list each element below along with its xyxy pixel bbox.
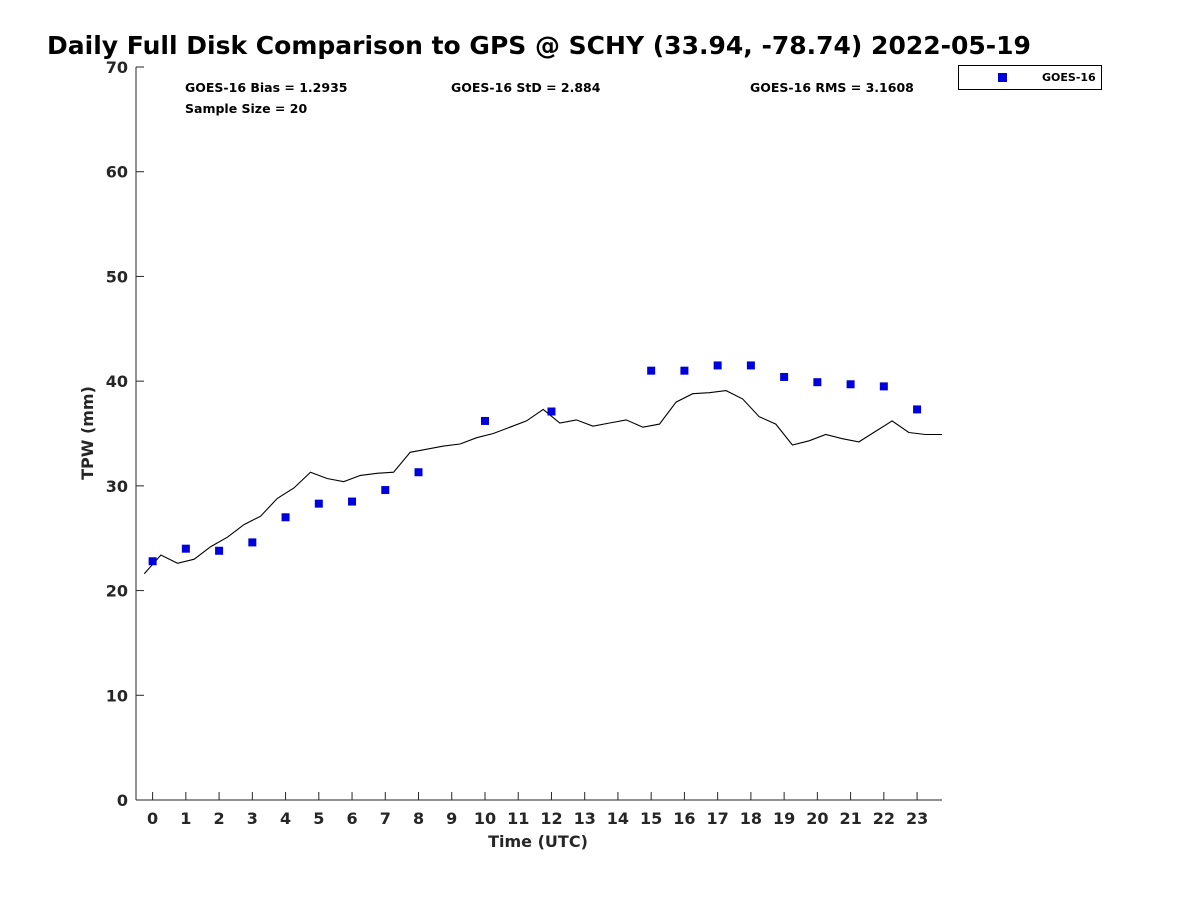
x-ticks: 0 1 2 3 4 5 6 7 8 9 10 11 12 13 14 15 16 17 18 19 20 21 22 23 [147,792,928,828]
y-tick-label: 50 [106,267,128,286]
legend-marker [998,73,1007,82]
x-tick-label: 17 [707,809,729,828]
y-tick-label: 10 [106,686,128,705]
goes16-point [281,513,290,522]
y-tick-label: 40 [106,372,128,391]
goes16-point [846,380,855,389]
goes16-point [181,544,190,553]
goes16-point [248,538,257,547]
y-tick-label: 60 [106,163,128,182]
x-tick-label: 14 [607,809,629,828]
goes16-point [381,486,390,495]
series-line [143,390,942,575]
y-tick-label: 20 [106,582,128,601]
x-tick-label: 6 [346,809,357,828]
goes16-point [913,405,922,414]
x-tick-label: 9 [446,809,457,828]
chart-title: Daily Full Disk Comparison to GPS @ SCHY… [47,31,1031,60]
x-tick-label: 1 [180,809,191,828]
goes16-point [215,546,224,555]
x-tick-label: 21 [839,809,861,828]
stat-bias: GOES-16 Bias = 1.2935 [185,80,347,95]
x-tick-label: 10 [474,809,496,828]
x-tick-label: 2 [214,809,225,828]
legend: GOES-16 [958,65,1102,90]
x-axis-label: Time (UTC) [488,832,588,851]
x-tick-label: 4 [280,809,291,828]
x-tick-label: 11 [507,809,529,828]
y-ticks: 0 10 20 30 40 50 60 70 [106,58,144,810]
x-tick-label: 12 [540,809,562,828]
x-tick-label: 7 [380,809,391,828]
goes16-point [348,497,357,506]
series-layer [143,361,942,575]
goes16-point [746,361,755,370]
goes16-point [647,366,656,375]
x-tick-label: 18 [740,809,762,828]
x-tick-label: 23 [906,809,928,828]
x-tick-label: 5 [313,809,324,828]
goes16-point [414,468,423,477]
x-tick-label: 8 [413,809,424,828]
stat-std: GOES-16 StD = 2.884 [451,80,601,95]
x-tick-label: 13 [574,809,596,828]
goes16-point [480,416,489,425]
plot-area [135,67,942,801]
goes16-point [314,499,323,508]
stat-rms: GOES-16 RMS = 3.1608 [750,80,914,95]
x-tick-label: 0 [147,809,158,828]
x-tick-label: 20 [806,809,828,828]
x-tick-label: 22 [873,809,895,828]
goes16-point [680,366,689,375]
goes16-point [148,557,157,566]
goes16-point [547,407,556,416]
goes16-point [813,378,822,387]
stat-sample-size: Sample Size = 20 [185,101,307,116]
y-tick-label: 0 [117,791,128,810]
legend-label-goes16: GOES-16 [1042,71,1096,84]
goes16-point [780,372,789,381]
x-tick-label: 16 [673,809,695,828]
y-tick-label: 30 [106,477,128,496]
x-tick-label: 15 [640,809,662,828]
y-axis-label: TPW (mm) [78,386,97,480]
x-tick-label: 3 [247,809,258,828]
goes16-point [879,382,888,391]
x-tick-label: 19 [773,809,795,828]
legend-box [958,65,1102,90]
goes16-point [713,361,722,370]
y-tick-label: 70 [106,58,128,77]
